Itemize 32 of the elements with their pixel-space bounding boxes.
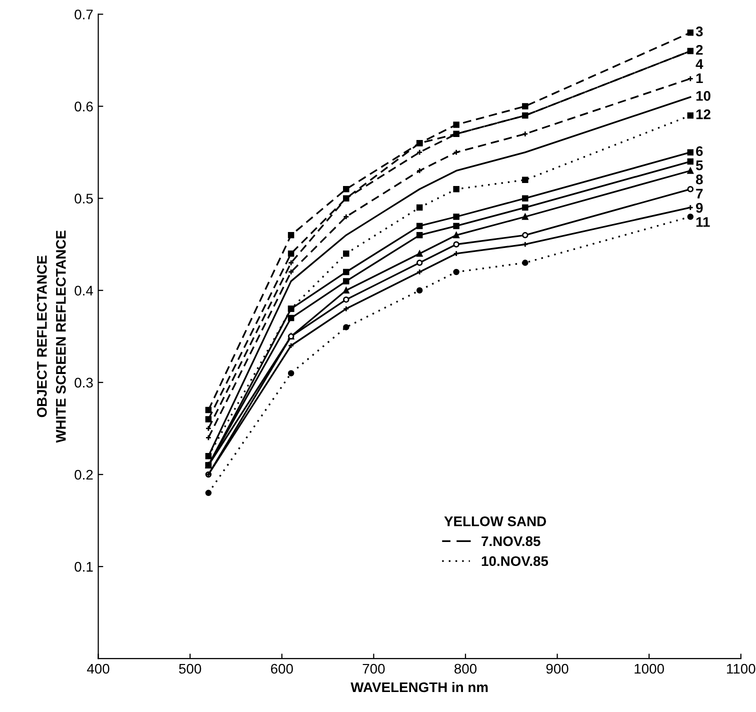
x-tick-label: 700 [362,664,385,674]
y-tick-label: 0.5 [74,194,93,204]
annotation: 7.NOV.85 [482,536,540,546]
series-label: 1 [696,73,703,84]
series-label: 5 [696,160,703,170]
x-tick-label: 900 [546,664,568,674]
annotation: 10.NOV.85 [482,556,548,566]
series-label: 2 [696,44,703,55]
x-axis-title: WAVELENGTH in nm [350,682,488,692]
y-axis-title: OBJECT REFLECTANCE WHITE SCREEN REFLECTANCE [36,230,66,443]
y-tick-label: 0.4 [74,286,94,296]
y-tick-label: 0.2 [74,470,93,480]
series-label: 7 [696,188,703,198]
x-tick-label: 400 [87,664,110,674]
series-label: 12 [696,109,710,120]
series-label: 3 [696,26,703,36]
series-label: 4 [696,59,704,69]
y-tick-label: 0.6 [74,102,93,112]
x-tick-label: 1100 [727,664,756,674]
y-tick-label: 0.3 [74,378,93,388]
series-label: 6 [696,146,703,156]
series-label: 11 [696,217,710,227]
x-tick-label: 1000 [634,664,664,674]
y-tick-label: 0.7 [74,10,93,20]
x-tick-label: 600 [271,664,293,674]
series-label: 8 [696,174,703,184]
x-tick-label: 500 [179,664,202,674]
legend-title: YELLOW SAND [444,516,546,526]
series-label: 9 [696,202,703,213]
y-tick-label: 0.1 [74,562,93,572]
series-label: 10 [696,90,710,101]
x-tick-label: 800 [454,664,477,674]
